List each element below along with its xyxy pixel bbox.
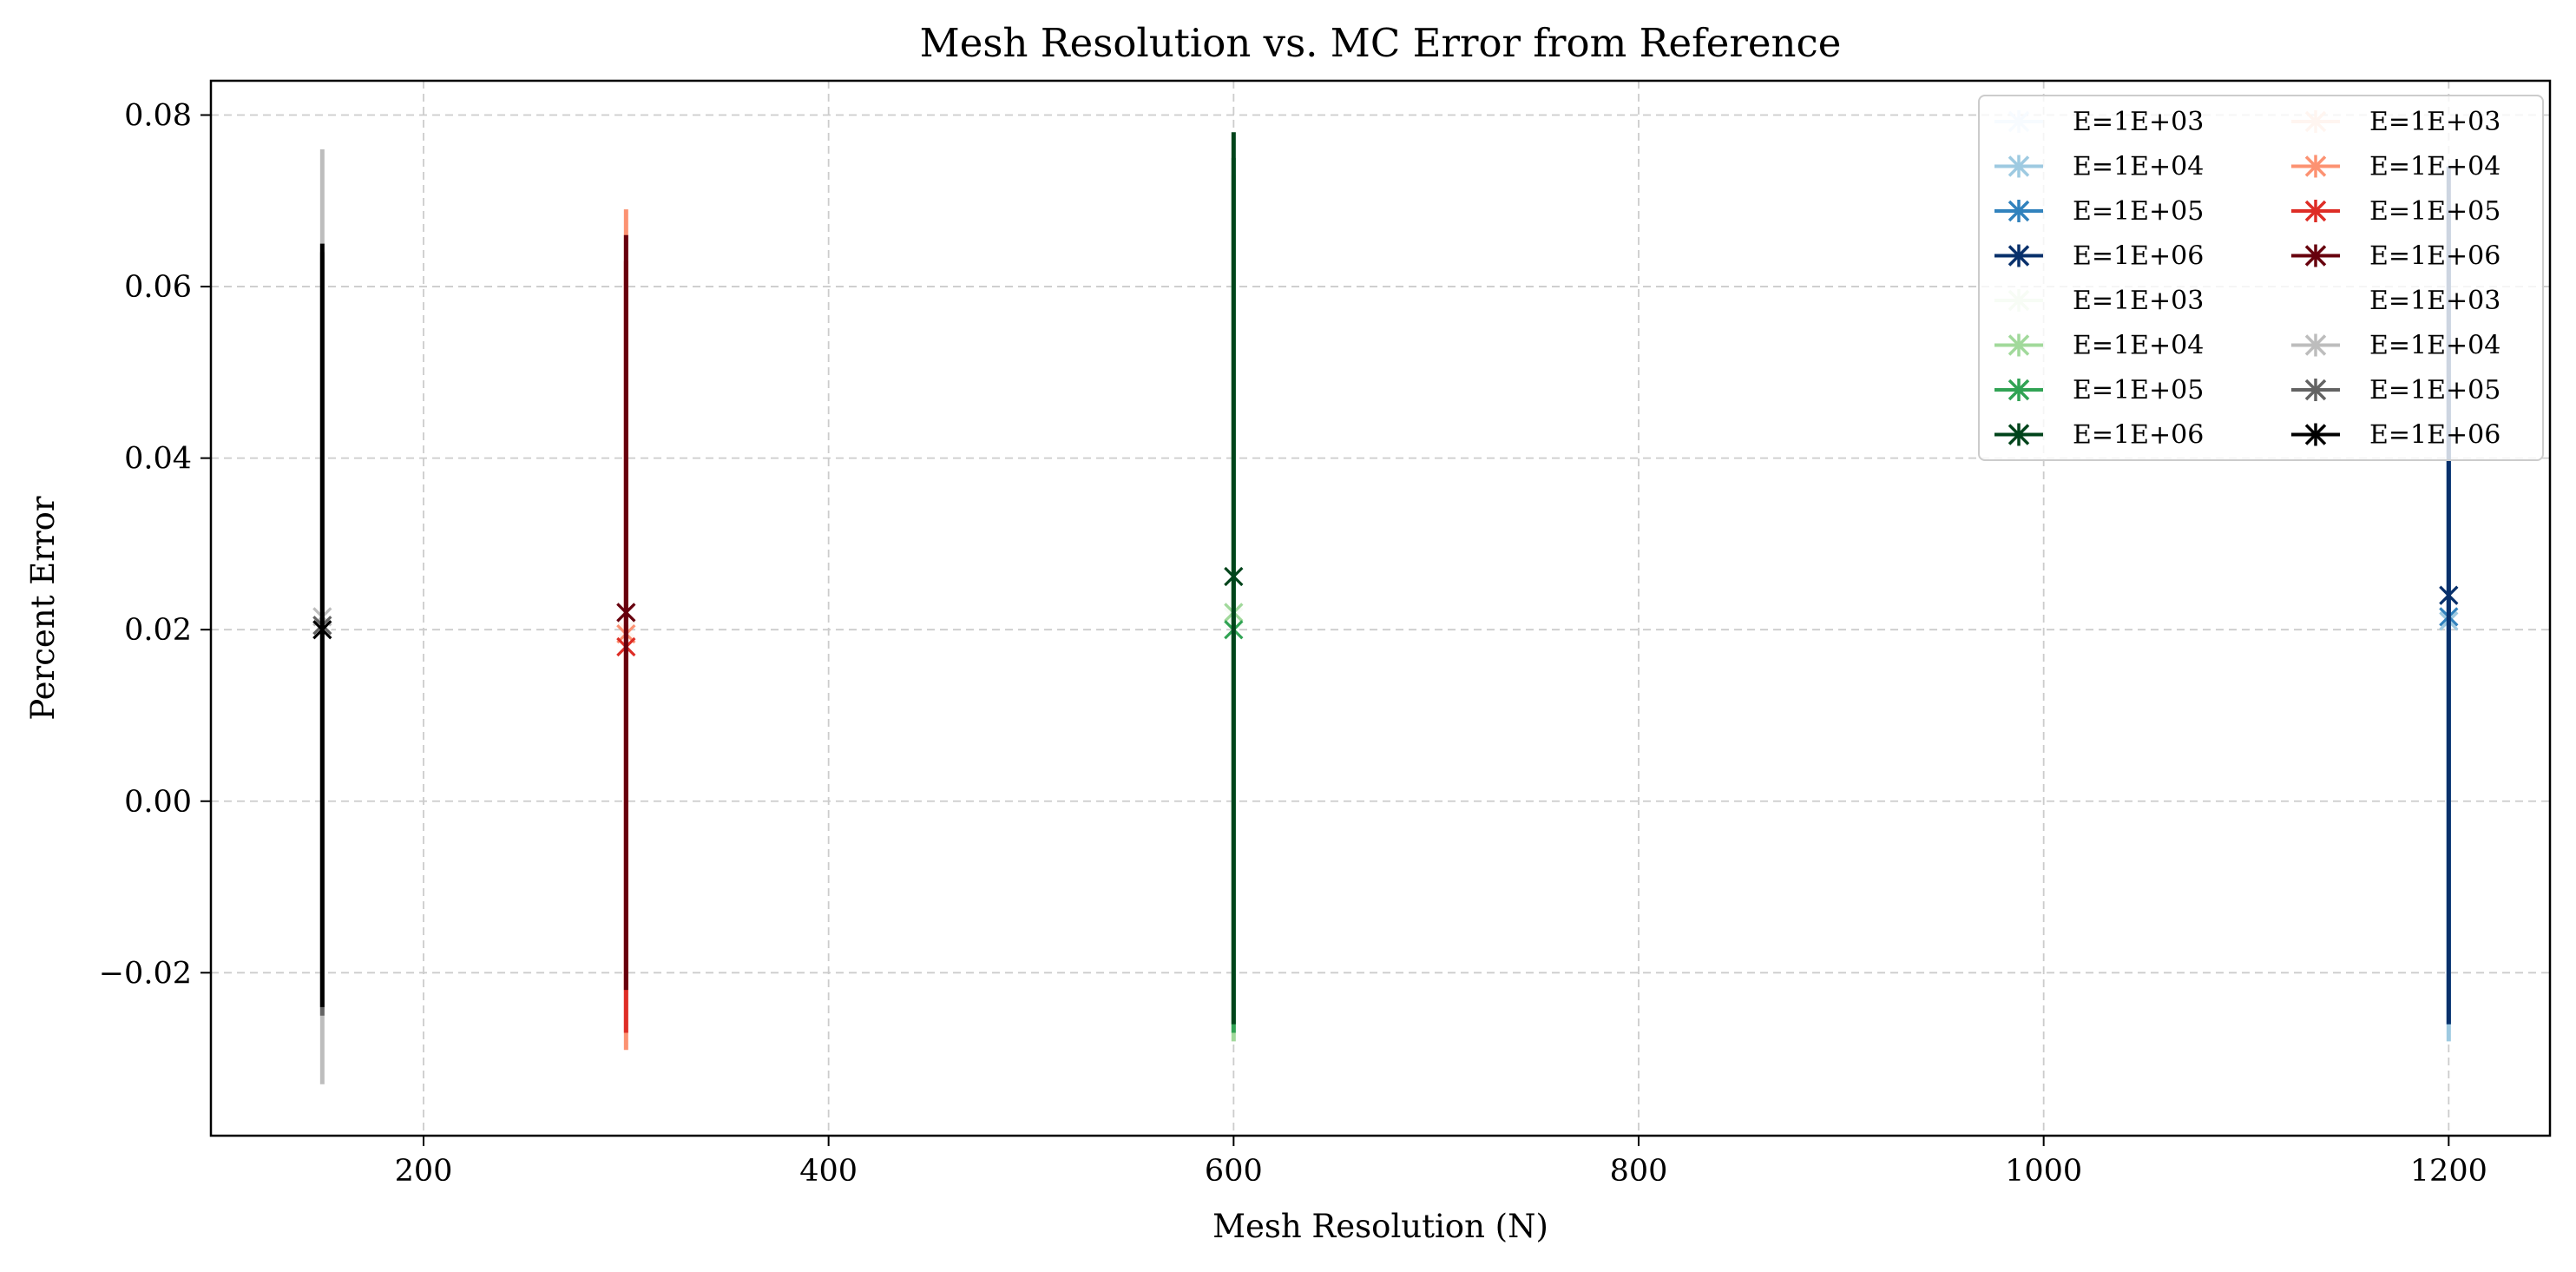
legend-label: E=1E+03 xyxy=(2369,286,2500,316)
legend-entry: E=1E+04 xyxy=(2291,331,2500,361)
data-point xyxy=(616,603,636,623)
legend-label: E=1E+05 xyxy=(2073,375,2204,405)
x-axis-label: Mesh Resolution (N) xyxy=(1212,1208,1548,1245)
legend-label: E=1E+04 xyxy=(2369,152,2500,182)
legend-entry: E=1E+03 xyxy=(2291,286,2500,316)
y-tick-label: 0.02 xyxy=(124,613,192,648)
legend-entry: E=1E+04 xyxy=(2291,152,2500,182)
x-axis: 200 400 600 800 1000 1200 xyxy=(395,1136,2487,1189)
y-tick-label: 0.04 xyxy=(124,442,192,477)
legend-entry: E=1E+05 xyxy=(1994,196,2204,227)
x-tick-label: 200 xyxy=(395,1154,453,1189)
x-tick-label: 800 xyxy=(1610,1154,1668,1189)
legend-entry: E=1E+05 xyxy=(2291,375,2500,405)
legend-label: E=1E+04 xyxy=(2073,331,2204,361)
y-tick-label: 0.08 xyxy=(124,99,192,134)
legend-entry: E=1E+05 xyxy=(1994,375,2204,405)
y-tick-label: 0.00 xyxy=(124,785,192,820)
data-series xyxy=(312,243,332,1007)
data-point xyxy=(312,620,332,640)
legend-entry: E=1E+05 xyxy=(2291,196,2500,227)
data-series xyxy=(616,234,636,991)
legend-entry: E=1E+03 xyxy=(1994,286,2204,316)
data-point xyxy=(2439,585,2459,605)
legend-label: E=1E+03 xyxy=(2073,286,2204,316)
legend-entry: E=1E+06 xyxy=(1994,420,2204,451)
legend-label: E=1E+05 xyxy=(2369,375,2500,405)
legend-entry: E=1E+04 xyxy=(1994,152,2204,182)
legend-label: E=1E+06 xyxy=(2369,241,2500,272)
chart-title: Mesh Resolution vs. MC Error from Refere… xyxy=(920,20,1842,66)
legend-label: E=1E+03 xyxy=(2369,107,2500,137)
plot-frame xyxy=(209,79,2552,1137)
x-tick-label: 1000 xyxy=(2005,1154,2082,1189)
legend-label: E=1E+04 xyxy=(2073,152,2204,182)
data-series xyxy=(1224,132,1244,1025)
legend-entry: E=1E+03 xyxy=(2291,107,2500,137)
x-tick-label: 1200 xyxy=(2410,1154,2487,1189)
y-axis-label: Percent Error xyxy=(24,496,62,721)
legend-entry: E=1E+06 xyxy=(2291,241,2500,272)
x-tick-label: 400 xyxy=(799,1154,858,1189)
data-point xyxy=(1224,566,1244,587)
legend-box xyxy=(1978,95,2544,461)
legend-label: E=1E+06 xyxy=(2073,241,2204,272)
legend-entry: E=1E+06 xyxy=(1994,241,2204,272)
legend-entry: E=1E+06 xyxy=(2291,420,2500,451)
y-axis: −0.02 0.00 0.02 0.04 0.06 0.08 xyxy=(99,99,211,991)
legend-entry: E=1E+03 xyxy=(1994,107,2204,137)
legend-label: E=1E+03 xyxy=(2073,107,2204,137)
y-tick-label: 0.06 xyxy=(124,270,192,305)
legend-label: E=1E+05 xyxy=(2369,196,2500,227)
x-tick-label: 600 xyxy=(1205,1154,1263,1189)
y-tick-label: −0.02 xyxy=(99,956,192,991)
legend: E=1E+03 E=1E+04 E=1E+05 E=1E+06 E=1E+03 E=1E+… xyxy=(1978,95,2544,461)
legend-label: E=1E+06 xyxy=(2369,420,2500,451)
legend-label: E=1E+04 xyxy=(2369,331,2500,361)
legend-entry: E=1E+04 xyxy=(1994,331,2204,361)
legend-label: E=1E+06 xyxy=(2073,420,2204,451)
legend-label: E=1E+05 xyxy=(2073,196,2204,227)
